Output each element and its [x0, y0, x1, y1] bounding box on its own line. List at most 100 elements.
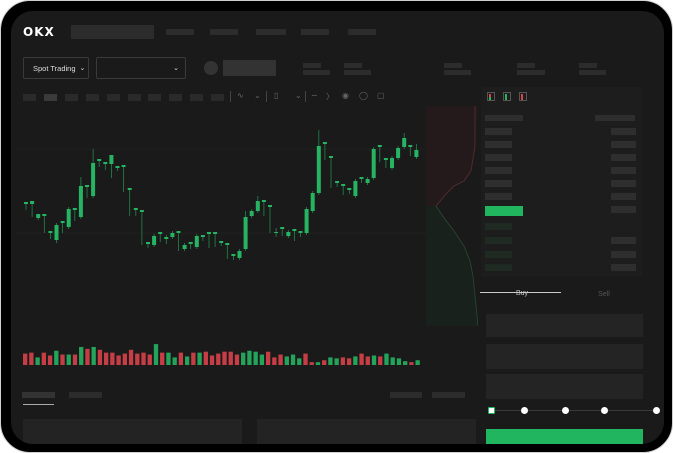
- chevron-down-icon[interactable]: ⌄: [295, 91, 302, 100]
- volume-bar: [272, 357, 277, 365]
- candle: [103, 162, 108, 164]
- candle: [280, 227, 285, 229]
- tab-order-history[interactable]: [69, 392, 102, 398]
- volume-bar: [110, 352, 115, 365]
- candle: [121, 165, 126, 167]
- ruler-icon[interactable]: 〉: [326, 92, 334, 101]
- candle: [347, 188, 352, 190]
- timeframe-icon[interactable]: ▯: [274, 91, 279, 100]
- candle: [164, 237, 169, 239]
- indicator-icon[interactable]: ∿: [237, 91, 244, 100]
- filter-button[interactable]: [390, 392, 422, 398]
- market-type-dropdown[interactable]: Spot Trading ⌄: [23, 57, 89, 79]
- nav-item[interactable]: [301, 29, 329, 35]
- candle: [219, 241, 224, 243]
- ask-amount: [611, 180, 636, 187]
- timeframe-button[interactable]: [128, 94, 141, 101]
- stat-value: [444, 70, 471, 75]
- slider-stop[interactable]: [520, 406, 528, 414]
- timeframe-button[interactable]: [148, 94, 161, 101]
- toolbar-divider: [266, 91, 267, 102]
- fullscreen-icon[interactable]: ▢: [377, 91, 385, 100]
- app-screen: OKX Spot Trading ⌄ ⌄ ∿ ⌄ ▯ ⌄ ∼ 〉 ◉ ◯ ▢: [11, 11, 664, 444]
- volume-bar: [247, 350, 252, 365]
- timeframe-button[interactable]: [65, 94, 78, 101]
- tab-sell[interactable]: Sell: [598, 291, 610, 298]
- bid-amount: [611, 237, 636, 244]
- volume-bar: [415, 360, 420, 365]
- volume-bar: [41, 352, 46, 365]
- ask-price: [485, 167, 512, 174]
- candle: [286, 232, 291, 236]
- search-bar[interactable]: [71, 25, 154, 39]
- candle: [48, 231, 53, 233]
- candle: [353, 181, 358, 196]
- candle: [408, 145, 413, 147]
- price-input[interactable]: [486, 314, 643, 337]
- tab-buy[interactable]: Buy: [515, 290, 529, 297]
- okx-logo[interactable]: OKX: [23, 25, 55, 39]
- chevron-down-icon: ⌄: [173, 65, 179, 72]
- orderbook-bids-icon[interactable]: [503, 92, 511, 101]
- timeframe-button[interactable]: [44, 94, 57, 101]
- volume-bar: [66, 354, 71, 365]
- candle: [54, 225, 59, 240]
- candle: [139, 210, 144, 212]
- nav-item[interactable]: [348, 29, 376, 35]
- candle: [225, 243, 230, 245]
- timeframe-button[interactable]: [169, 94, 182, 101]
- buy-button[interactable]: [486, 429, 643, 444]
- line-tool-icon[interactable]: ∼: [311, 91, 318, 100]
- orderbook-asks-icon[interactable]: [519, 92, 527, 101]
- amount-slider-track[interactable]: [491, 410, 656, 411]
- pair-selector-dropdown[interactable]: ⌄: [96, 57, 186, 79]
- stat-label: [344, 63, 362, 68]
- candle: [213, 232, 218, 234]
- slider-stop[interactable]: [561, 406, 569, 414]
- slider-stop[interactable]: [600, 406, 608, 414]
- nav-item[interactable]: [256, 29, 286, 35]
- depth-bids-area: [426, 206, 478, 326]
- candle: [231, 254, 236, 256]
- candle: [274, 232, 279, 233]
- volume-bar: [122, 353, 127, 365]
- volume-bar: [35, 357, 40, 365]
- candle: [115, 166, 120, 168]
- chevron-down-icon: ⌄: [79, 65, 86, 72]
- nav-item[interactable]: [166, 29, 194, 35]
- timeframe-button[interactable]: [23, 94, 36, 101]
- timeframe-button[interactable]: [107, 94, 120, 101]
- candle: [194, 236, 199, 247]
- settings-icon[interactable]: ◯: [359, 91, 368, 100]
- bid-amount: [611, 264, 636, 271]
- timeframe-button[interactable]: [190, 94, 203, 101]
- ask-amount: [611, 206, 636, 213]
- timeframe-button[interactable]: [86, 94, 99, 101]
- volume-bar: [328, 357, 333, 365]
- candle: [85, 185, 89, 187]
- volume-bar: [259, 354, 265, 365]
- filter-button[interactable]: [432, 392, 465, 398]
- slider-stop[interactable]: [487, 406, 495, 414]
- chart-type-icon[interactable]: ⌄: [254, 91, 261, 100]
- total-input[interactable]: [486, 374, 643, 399]
- stat-value: [303, 70, 330, 75]
- candlestick-chart[interactable]: [11, 11, 481, 371]
- volume-bar: [79, 346, 84, 365]
- orderbook-header: [485, 115, 523, 121]
- ask-amount: [611, 193, 636, 200]
- volume-bar: [371, 355, 377, 365]
- depth-bids-line: [435, 205, 478, 326]
- candle: [316, 146, 321, 193]
- slider-stop[interactable]: [652, 406, 660, 414]
- nav-item[interactable]: [210, 29, 238, 35]
- candle: [261, 200, 266, 202]
- timeframe-button[interactable]: [211, 94, 224, 101]
- last-price: [223, 60, 276, 76]
- candle: [109, 155, 114, 164]
- camera-icon[interactable]: ◉: [342, 91, 349, 100]
- orderbook-both-icon[interactable]: [487, 92, 495, 101]
- tab-open-orders[interactable]: [22, 392, 55, 398]
- candle: [127, 188, 132, 190]
- amount-input[interactable]: [486, 344, 643, 369]
